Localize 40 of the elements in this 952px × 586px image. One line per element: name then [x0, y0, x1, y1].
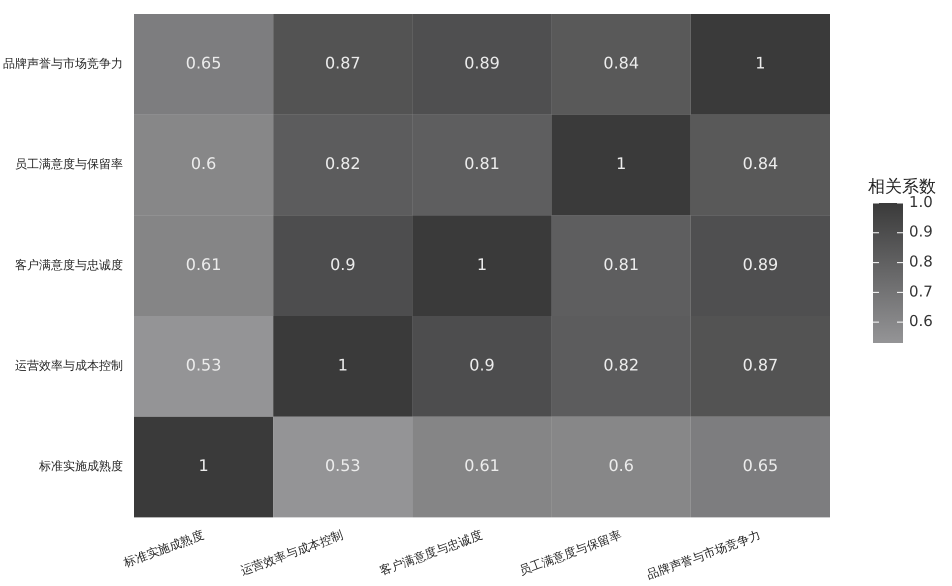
data-label: 1 — [616, 154, 626, 174]
color-bar-label: 0.9 — [909, 222, 933, 241]
x-tick-label: 标准实施成熟度 — [121, 528, 206, 570]
data-label: 1 — [198, 456, 209, 476]
data-label: 1 — [476, 254, 488, 274]
data-label: 0.65 — [742, 456, 778, 476]
data-label: 0.89 — [742, 254, 778, 274]
data-label: 0.82 — [603, 356, 640, 375]
data-label: 0.84 — [603, 54, 640, 72]
data-label: 0.61 — [464, 456, 500, 476]
data-label: 0.89 — [464, 54, 500, 72]
data-label: 0.65 — [186, 54, 222, 72]
legend-title: 相关系数 — [868, 177, 936, 197]
y-tick-label: 标准实施成熟度 — [38, 459, 123, 474]
color-bar-label: 0.6 — [909, 312, 933, 330]
data-label: 0.6 — [190, 154, 216, 174]
color-bar-label: 0.8 — [909, 252, 933, 270]
data-label: 0.87 — [742, 356, 778, 375]
data-label: 0.87 — [324, 54, 361, 72]
data-label: 0.6 — [608, 456, 634, 476]
data-label: 1 — [755, 54, 766, 72]
data-label: 0.82 — [324, 154, 361, 174]
x-tick-label: 客户满意度与忠诚度 — [378, 528, 484, 578]
data-label: 0.53 — [324, 456, 361, 476]
data-label: 0.9 — [330, 254, 356, 274]
data-label: 0.84 — [742, 154, 778, 174]
y-tick-label: 员工满意度与保留率 — [15, 157, 123, 172]
data-label: 0.81 — [464, 154, 500, 174]
x-tick-label: 员工满意度与保留率 — [517, 528, 624, 578]
data-label: 0.53 — [186, 356, 222, 375]
x-tick-label: 品牌声誉与市场竞争力 — [644, 528, 762, 582]
y-tick-label: 品牌声誉与市场竞争力 — [3, 56, 123, 70]
color-bar-label: 0.7 — [909, 282, 933, 300]
y-tick-label: 客户满意度与忠诚度 — [15, 258, 123, 272]
x-tick-label: 运营效率与成本控制 — [238, 528, 345, 578]
data-label: 0.81 — [603, 254, 640, 274]
data-label: 0.9 — [469, 356, 495, 375]
y-tick-label: 运营效率与成本控制 — [15, 358, 123, 373]
data-label: 1 — [338, 356, 348, 375]
data-label: 0.61 — [186, 254, 222, 274]
